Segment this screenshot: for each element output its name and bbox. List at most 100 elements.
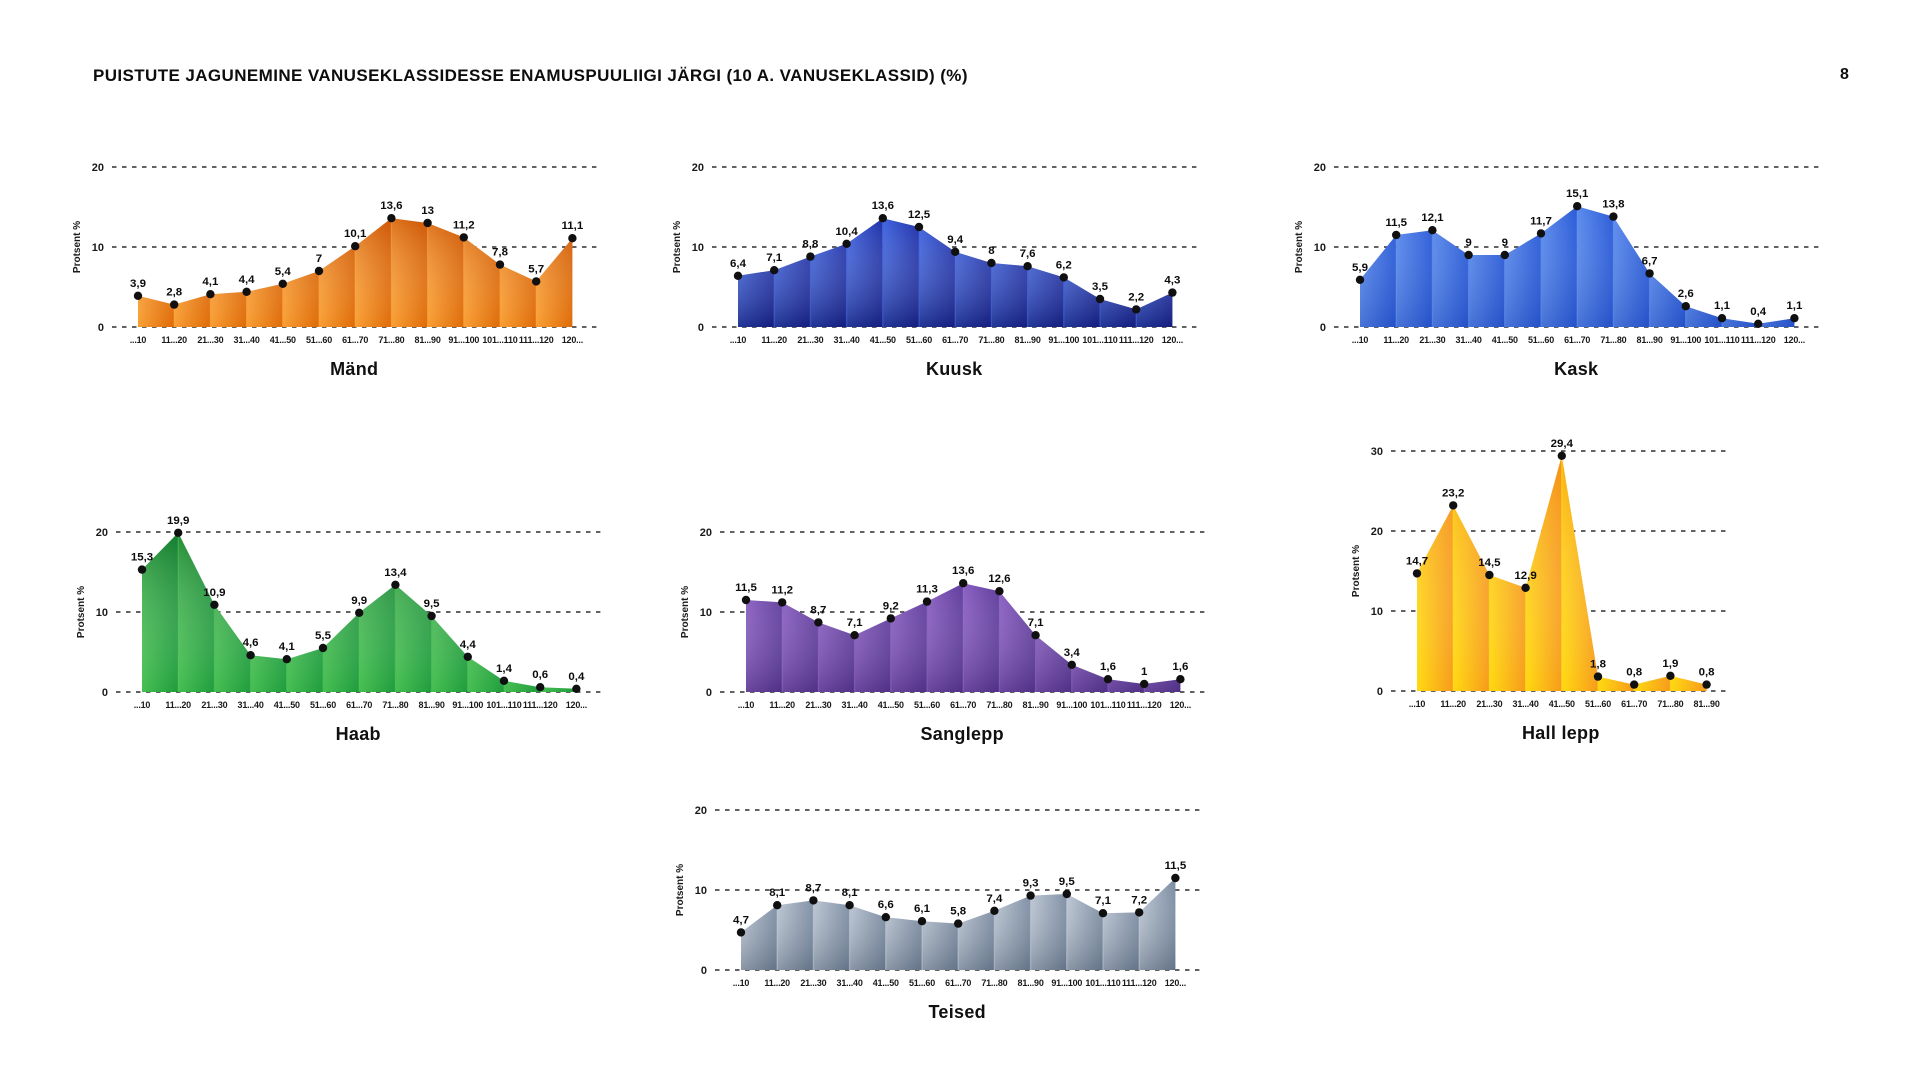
svg-text:6,7: 6,7 [1642,255,1658,267]
svg-text:81...90: 81...90 [419,700,445,710]
svg-text:120...: 120... [1165,978,1186,988]
chart-hall-lepp-title: Hall lepp [1521,723,1600,743]
svg-text:6,4: 6,4 [730,258,747,270]
svg-text:1,8: 1,8 [1590,659,1607,671]
svg-text:30: 30 [1371,446,1383,458]
svg-text:6,6: 6,6 [878,899,894,911]
page-number: 8 [1840,66,1849,83]
svg-text:0: 0 [1320,322,1326,334]
svg-text:4,4: 4,4 [460,639,477,651]
svg-text:21...30: 21...30 [197,335,223,345]
svg-text:4,6: 4,6 [243,637,259,649]
svg-text:...10: ...10 [730,335,747,345]
svg-text:14,7: 14,7 [1406,555,1428,567]
svg-text:91...100: 91...100 [452,700,483,710]
svg-text:101...110: 101...110 [1085,978,1120,988]
svg-text:41...50: 41...50 [878,700,904,710]
svg-text:19,9: 19,9 [167,515,189,527]
svg-text:0,4: 0,4 [1750,306,1767,318]
svg-text:91...100: 91...100 [448,335,479,345]
svg-text:12,1: 12,1 [1421,212,1444,224]
svg-text:51...60: 51...60 [914,700,940,710]
svg-text:10: 10 [692,242,704,254]
svg-text:0,8: 0,8 [1699,667,1716,679]
svg-text:1,9: 1,9 [1662,658,1678,670]
svg-text:3,4: 3,4 [1064,647,1081,659]
svg-text:11...20: 11...20 [165,700,191,710]
svg-text:10,1: 10,1 [344,228,367,240]
svg-text:13,8: 13,8 [1602,199,1625,211]
chart-hall-lepp: 0 10 20 30 Protsent % ...10 11...20 21...30 31..… [1347,435,1733,744]
svg-text:61...70: 61...70 [945,978,971,988]
svg-text:8,1: 8,1 [842,887,859,899]
svg-text:101...110: 101...110 [1704,335,1739,345]
svg-text:4,7: 4,7 [733,914,749,926]
svg-text:6,1: 6,1 [914,903,931,915]
svg-text:21...30: 21...30 [800,978,826,988]
svg-text:...10: ...10 [733,978,750,988]
svg-text:1,6: 1,6 [1172,661,1188,673]
chart-mand-title: Mänd [330,359,379,379]
svg-text:20: 20 [700,527,712,539]
svg-text:11...20: 11...20 [769,700,795,710]
svg-text:11...20: 11...20 [1440,699,1466,709]
svg-text:15,3: 15,3 [131,552,153,564]
svg-text:Protsent %: Protsent % [1294,221,1305,273]
svg-text:120...: 120... [566,700,587,710]
chart-teised: 0 10 20 Protsent % ...10 11...20 21...30 31...4… [671,794,1201,1023]
chart-haab: 0 10 20 Protsent % ...10 11...20 21...30 31...4… [72,515,602,745]
svg-text:71...80: 71...80 [978,335,1004,345]
svg-text:101...110: 101...110 [486,700,521,710]
svg-text:31...40: 31...40 [837,978,863,988]
svg-text:51...60: 51...60 [1585,699,1611,709]
svg-text:120...: 120... [1162,335,1183,345]
svg-text:10: 10 [700,607,712,619]
svg-text:13,6: 13,6 [872,200,894,212]
svg-text:20: 20 [1314,162,1326,174]
svg-text:120...: 120... [562,335,583,345]
svg-text:61...70: 61...70 [942,335,968,345]
svg-text:20: 20 [695,805,707,817]
svg-text:7,1: 7,1 [1028,617,1045,629]
svg-text:71...80: 71...80 [1600,335,1626,345]
svg-text:13,6: 13,6 [952,565,974,577]
svg-text:Protsent %: Protsent % [72,221,83,273]
svg-text:5,4: 5,4 [275,266,292,278]
svg-text:5,5: 5,5 [315,630,332,642]
svg-text:7,1: 7,1 [847,617,864,629]
chart-kuusk-title: Kuusk [925,359,983,379]
svg-text:31...40: 31...40 [834,335,860,345]
svg-text:71...80: 71...80 [382,700,408,710]
svg-text:71...80: 71...80 [986,700,1012,710]
svg-text:21...30: 21...30 [797,335,823,345]
svg-text:7,8: 7,8 [492,247,509,259]
svg-text:81...90: 81...90 [415,335,441,345]
svg-text:9,5: 9,5 [424,598,441,610]
svg-text:9,2: 9,2 [883,600,899,612]
svg-text:12,9: 12,9 [1514,570,1536,582]
svg-text:9,5: 9,5 [1059,876,1076,888]
svg-text:111...120: 111...120 [1127,700,1162,710]
svg-text:11...20: 11...20 [761,335,787,345]
svg-text:51...60: 51...60 [1528,335,1554,345]
svg-text:11,5: 11,5 [1385,217,1407,229]
svg-text:Protsent %: Protsent % [1351,545,1362,597]
svg-text:9: 9 [1502,237,1508,249]
svg-text:9: 9 [1465,237,1471,249]
svg-text:13: 13 [421,205,434,217]
chart-kask: 0 10 20 Protsent % ...10 11...20 21...30 31...4… [1290,151,1820,380]
svg-text:5,8: 5,8 [950,906,967,918]
svg-text:...10: ...10 [130,335,147,345]
chart-sanglepp-title: Sanglepp [920,724,1004,744]
svg-text:...10: ...10 [134,700,151,710]
svg-text:51...60: 51...60 [306,335,332,345]
svg-text:0: 0 [706,687,712,699]
svg-text:61...70: 61...70 [342,335,368,345]
svg-text:0,8: 0,8 [1626,667,1643,679]
svg-text:51...60: 51...60 [909,978,935,988]
svg-text:23,2: 23,2 [1442,487,1464,499]
svg-text:0,4: 0,4 [568,671,585,683]
svg-text:2,2: 2,2 [1128,291,1144,303]
svg-text:3,5: 3,5 [1092,281,1109,293]
svg-text:12,6: 12,6 [988,573,1010,585]
